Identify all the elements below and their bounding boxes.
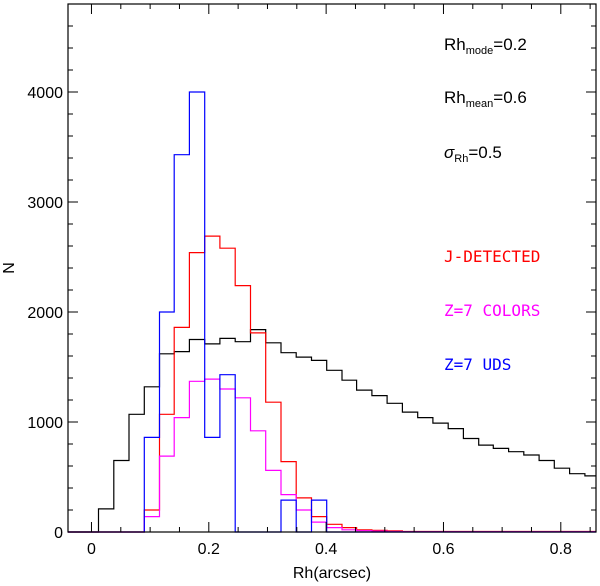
- series-z-7-colors: [68, 378, 596, 533]
- y-tick-label: 3000: [27, 195, 63, 212]
- series-j-detected: [68, 235, 596, 533]
- x-axis-title: Rh(arcsec): [293, 565, 371, 582]
- x-tick-label: 0.4: [315, 541, 337, 558]
- legend-z7-colors: Z=7 COLORS: [444, 301, 540, 320]
- stat-mean-base: Rh: [444, 88, 466, 107]
- series-all: [68, 329, 596, 533]
- ticks-layer: 0 0.2 0.4 0.6 0.8 0 1000 2000 3000 4000: [27, 3, 596, 558]
- legend-j-detected: J-DETECTED: [444, 247, 540, 266]
- stat-mode-base: Rh: [444, 35, 466, 54]
- stat-mode-sub: mode: [466, 45, 494, 57]
- stat-mode: Rhmode=0.2: [444, 35, 527, 57]
- legend-z7-uds: Z=7 UDS: [444, 355, 511, 374]
- stat-mean-sub: mean: [466, 98, 494, 110]
- plot-frame: [67, 3, 597, 533]
- x-tick-label: 0.6: [432, 541, 454, 558]
- stat-sigma-sub: Rh: [454, 153, 468, 165]
- stat-mode-value: =0.2: [493, 35, 527, 54]
- y-axis-title: N: [1, 262, 18, 274]
- x-tick-label: 0: [87, 541, 96, 558]
- y-tick-label: 4000: [27, 85, 63, 102]
- y-tick-label: 0: [54, 525, 63, 542]
- y-tick-label: 1000: [27, 415, 63, 432]
- stat-sigma-base: σ: [444, 143, 455, 162]
- stat-mean-value: =0.6: [493, 88, 527, 107]
- stat-mean: Rhmean=0.6: [444, 88, 527, 110]
- x-tick-label: 0.2: [198, 541, 220, 558]
- y-tick-label: 2000: [27, 305, 63, 322]
- stat-sigma: σRh=0.5: [444, 143, 502, 165]
- x-tick-label: 0.8: [550, 541, 572, 558]
- stat-sigma-value: =0.5: [468, 143, 502, 162]
- series-layer: [68, 91, 596, 533]
- series-z-7-uds: [68, 91, 596, 533]
